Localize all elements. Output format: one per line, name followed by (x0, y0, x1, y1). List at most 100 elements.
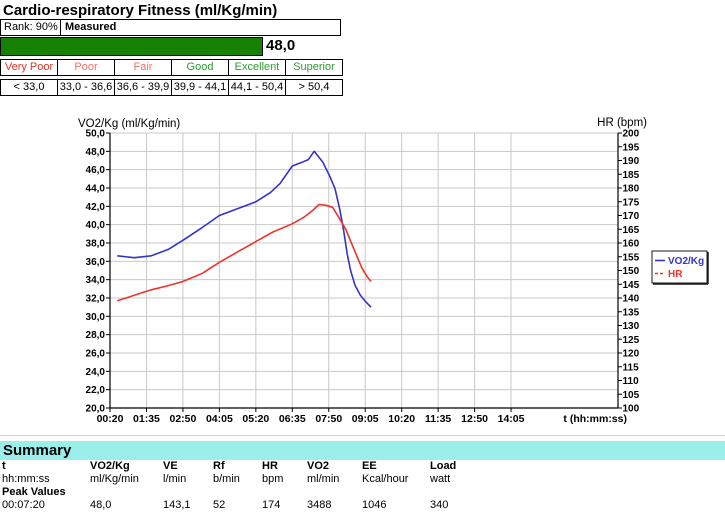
right-tick-label: 155 (623, 252, 640, 263)
summary-unit-hr: bpm (262, 473, 284, 485)
summary-band: Summary (0, 441, 725, 460)
legend-label-vo2-kg: VO2/Kg (668, 256, 704, 267)
right-tick-label: 135 (623, 307, 640, 318)
right-tick-label: 110 (623, 376, 640, 387)
right-tick-label: 125 (623, 335, 640, 346)
right-tick-label: 140 (623, 294, 640, 305)
right-tick-label: 150 (623, 266, 640, 277)
rating-ranges-row: < 33,0 33,0 - 36,6 36,6 - 39,9 39,9 - 44,1 4… (0, 79, 343, 96)
x-tick-label: 11:35 (425, 413, 451, 425)
x-tick-label: 14:05 (498, 413, 525, 425)
rating-label-superior: Superior (285, 59, 343, 76)
right-tick-label: 105 (623, 390, 640, 401)
rating-label-poor: Poor (57, 59, 115, 76)
left-tick-label: 36,0 (86, 257, 106, 268)
summary-row-label: Peak Values (2, 486, 66, 498)
left-tick-label: 32,0 (86, 294, 106, 305)
left-tick-label: 38,0 (86, 239, 106, 250)
right-tick-label: 170 (623, 211, 640, 222)
summary-value-ee: 1046 (362, 499, 387, 511)
rank-label: Rank: 90% (1, 20, 61, 35)
rating-label-fair: Fair (114, 59, 172, 76)
summary-unit-vo2-kg: ml/Kg/min (90, 473, 139, 485)
right-tick-label: 195 (623, 142, 640, 153)
left-tick-label: 20,0 (86, 404, 106, 415)
summary-divider (0, 435, 725, 436)
rating-range-very-poor: < 33,0 (0, 79, 58, 96)
x-axis-title: t (hh:mm:ss) (563, 413, 627, 425)
summary-unit-vo2: ml/min (307, 473, 340, 485)
series-hr-line (117, 203, 372, 302)
rating-range-poor: 33,0 - 36,6 (57, 79, 115, 96)
right-tick-label: 145 (623, 280, 640, 291)
x-tick-label: 07:50 (315, 413, 342, 425)
summary-col-load: Load (430, 460, 457, 472)
left-tick-label: 24,0 (86, 367, 106, 378)
x-tick-label: 09:05 (352, 413, 379, 425)
right-tick-label: 165 (623, 225, 640, 236)
fitness-bar (0, 37, 263, 56)
summary-col-vo2-kg: VO2/Kg (90, 460, 130, 472)
left-tick-label: 42,0 (86, 202, 106, 213)
summary-unit-rf: b/min (213, 473, 240, 485)
summary-value-rf: 52 (213, 499, 226, 511)
rating-label-excellent: Excellent (228, 59, 286, 76)
right-tick-label: 190 (623, 156, 640, 167)
left-tick-label: 46,0 (86, 165, 106, 176)
right-tick-label: 100 (623, 404, 640, 415)
right-tick-label: 185 (623, 170, 640, 181)
left-tick-label: 34,0 (86, 275, 106, 286)
rating-range-excellent: 44,1 - 50,4 (228, 79, 286, 96)
summary-col-vo2: VO2 (307, 460, 330, 472)
x-tick-label: 04:05 (206, 413, 233, 425)
series-vo2-kg-line (117, 150, 372, 308)
summary-value-vo2: 3488 (307, 499, 332, 511)
left-tick-label: 48,0 (86, 147, 106, 158)
left-tick-label: 28,0 (86, 330, 106, 341)
left-tick-label: 22,0 (86, 385, 106, 396)
summary-col-ve: VE (163, 460, 178, 472)
right-tick-label: 180 (623, 184, 640, 195)
right-tick-label: 130 (623, 321, 640, 332)
measured-label: Measured (65, 21, 117, 33)
summary-value-load: 340 (430, 499, 449, 511)
left-tick-label: 40,0 (86, 220, 106, 231)
rating-label-good: Good (171, 59, 229, 76)
rating-range-superior: > 50,4 (285, 79, 343, 96)
x-tick-label: 10:20 (388, 413, 415, 425)
x-tick-label: 02:50 (169, 413, 196, 425)
right-tick-label: 160 (623, 239, 640, 250)
summary-col-t: t (2, 460, 6, 472)
summary-value-vo2-kg: 48,0 (90, 499, 112, 511)
x-tick-label: 06:35 (279, 413, 306, 425)
rating-label-very-poor: Very Poor (0, 59, 58, 76)
fitness-chart: 50,0 48,0 46,0 44,0 42,0 40,0 38,0 36,0 34,0 32,0… (78, 117, 709, 425)
right-tick-label: 120 (623, 349, 640, 360)
summary-unit-t: hh:mm:ss (2, 473, 50, 485)
summary-heading: Summary (3, 442, 72, 459)
summary-value-t: 00:07:20 (2, 499, 45, 511)
summary-unit-ee: Kcal/hour (362, 473, 409, 485)
right-tick-label: 200 (623, 129, 640, 140)
legend-box (651, 250, 708, 284)
x-tick-label: 12:50 (461, 413, 488, 425)
summary-unit-load: watt (430, 473, 451, 485)
left-axis-title: VO2/Kg (ml/Kg/min) (78, 118, 180, 130)
right-axis-title: HR (bpm) (597, 117, 647, 129)
left-tick-label: 50,0 (86, 129, 106, 140)
right-tick-label: 175 (623, 197, 640, 208)
rank-box: Rank: 90% Measured (0, 19, 341, 36)
page-title: Cardio-respiratory Fitness (ml/Kg/min) (3, 2, 278, 19)
summary-col-ee: EE (362, 460, 377, 472)
right-tick-label: 115 (623, 362, 640, 373)
x-tick-label: 01:35 (133, 413, 160, 425)
rating-range-good: 39,9 - 44,1 (171, 79, 229, 96)
left-tick-label: 26,0 (86, 349, 106, 360)
legend-label-hr: HR (668, 269, 683, 280)
summary-col-hr: HR (262, 460, 278, 472)
fitness-value: 48,0 (266, 37, 296, 54)
summary-value-hr: 174 (262, 499, 281, 511)
x-tick-label: 00:20 (97, 413, 124, 425)
summary-unit-ve: l/min (163, 473, 187, 485)
